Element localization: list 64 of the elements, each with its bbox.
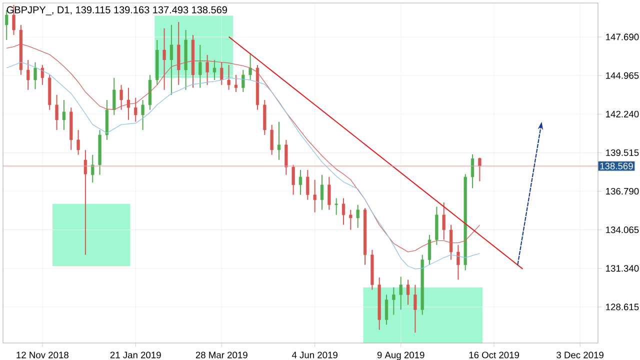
candlestick <box>442 202 446 240</box>
candlestick <box>277 121 281 160</box>
candlestick <box>91 154 94 184</box>
candlestick <box>356 204 360 228</box>
candlestick <box>55 94 58 130</box>
candlestick <box>399 276 402 310</box>
ref-line-label: 138.569 <box>600 162 633 170</box>
candlestick <box>26 59 30 90</box>
x-tick-label: 28 Mar 2019 <box>196 352 248 358</box>
y-tick-label: 147.690 <box>606 34 639 40</box>
candlestick <box>242 69 245 93</box>
candlestick <box>320 174 324 210</box>
x-tick-label: 16 Oct 2019 <box>469 352 520 358</box>
candlestick <box>212 59 216 80</box>
x-tick-label: 4 Jun 2019 <box>292 352 338 358</box>
candlestick <box>84 150 88 256</box>
y-tick-label: 136.790 <box>606 188 639 195</box>
candlestick <box>428 234 432 266</box>
candlestick <box>392 286 396 316</box>
candlestick <box>62 99 66 130</box>
candlestick <box>198 44 202 88</box>
candlestick <box>120 84 123 110</box>
candlestick <box>76 129 80 156</box>
y-tick-label: 144.965 <box>606 72 639 79</box>
candlestick <box>40 64 44 86</box>
candlestick <box>170 24 174 96</box>
candlestick <box>5 9 8 40</box>
candlestick <box>206 54 209 86</box>
y-tick-label: 142.240 <box>606 110 639 118</box>
candlestick <box>456 244 460 280</box>
candlestick <box>292 164 295 196</box>
candlestick <box>34 62 37 90</box>
candlestick <box>328 176 331 210</box>
candlestick <box>342 198 346 226</box>
candlestick <box>313 179 316 213</box>
candlestick <box>112 77 116 116</box>
candlestick <box>234 74 238 93</box>
candlestick <box>406 279 410 306</box>
candlestick <box>414 284 417 334</box>
x-tick-label: 9 Aug 2019 <box>377 352 424 360</box>
candlestick <box>334 198 338 216</box>
candlestick <box>162 28 166 90</box>
candlestick <box>126 87 130 120</box>
x-tick-label: 21 Jan 2019 <box>110 352 161 358</box>
x-tick-label: 3 Dec 2019 <box>556 352 604 358</box>
candlestick <box>141 99 144 130</box>
candlestick <box>478 157 482 182</box>
candlestick <box>298 169 302 196</box>
y-tick-label: 134.065 <box>606 226 639 234</box>
candlestick <box>248 52 252 80</box>
candlestick <box>220 62 224 86</box>
y-tick-label: 128.615 <box>606 304 639 310</box>
candlestick <box>284 139 288 176</box>
candlestick <box>384 294 388 326</box>
candlestick <box>134 97 138 122</box>
candlestick <box>349 209 352 230</box>
candlestick <box>449 224 453 260</box>
candlestick <box>306 169 310 200</box>
x-tick-label: 12 Nov 2018 <box>16 352 68 358</box>
y-tick-label: 139.515 <box>606 149 639 156</box>
y-tick-label: 131.340 <box>606 265 639 272</box>
candlestick <box>270 124 274 156</box>
candlestick <box>227 64 230 90</box>
candlestick <box>470 154 474 189</box>
